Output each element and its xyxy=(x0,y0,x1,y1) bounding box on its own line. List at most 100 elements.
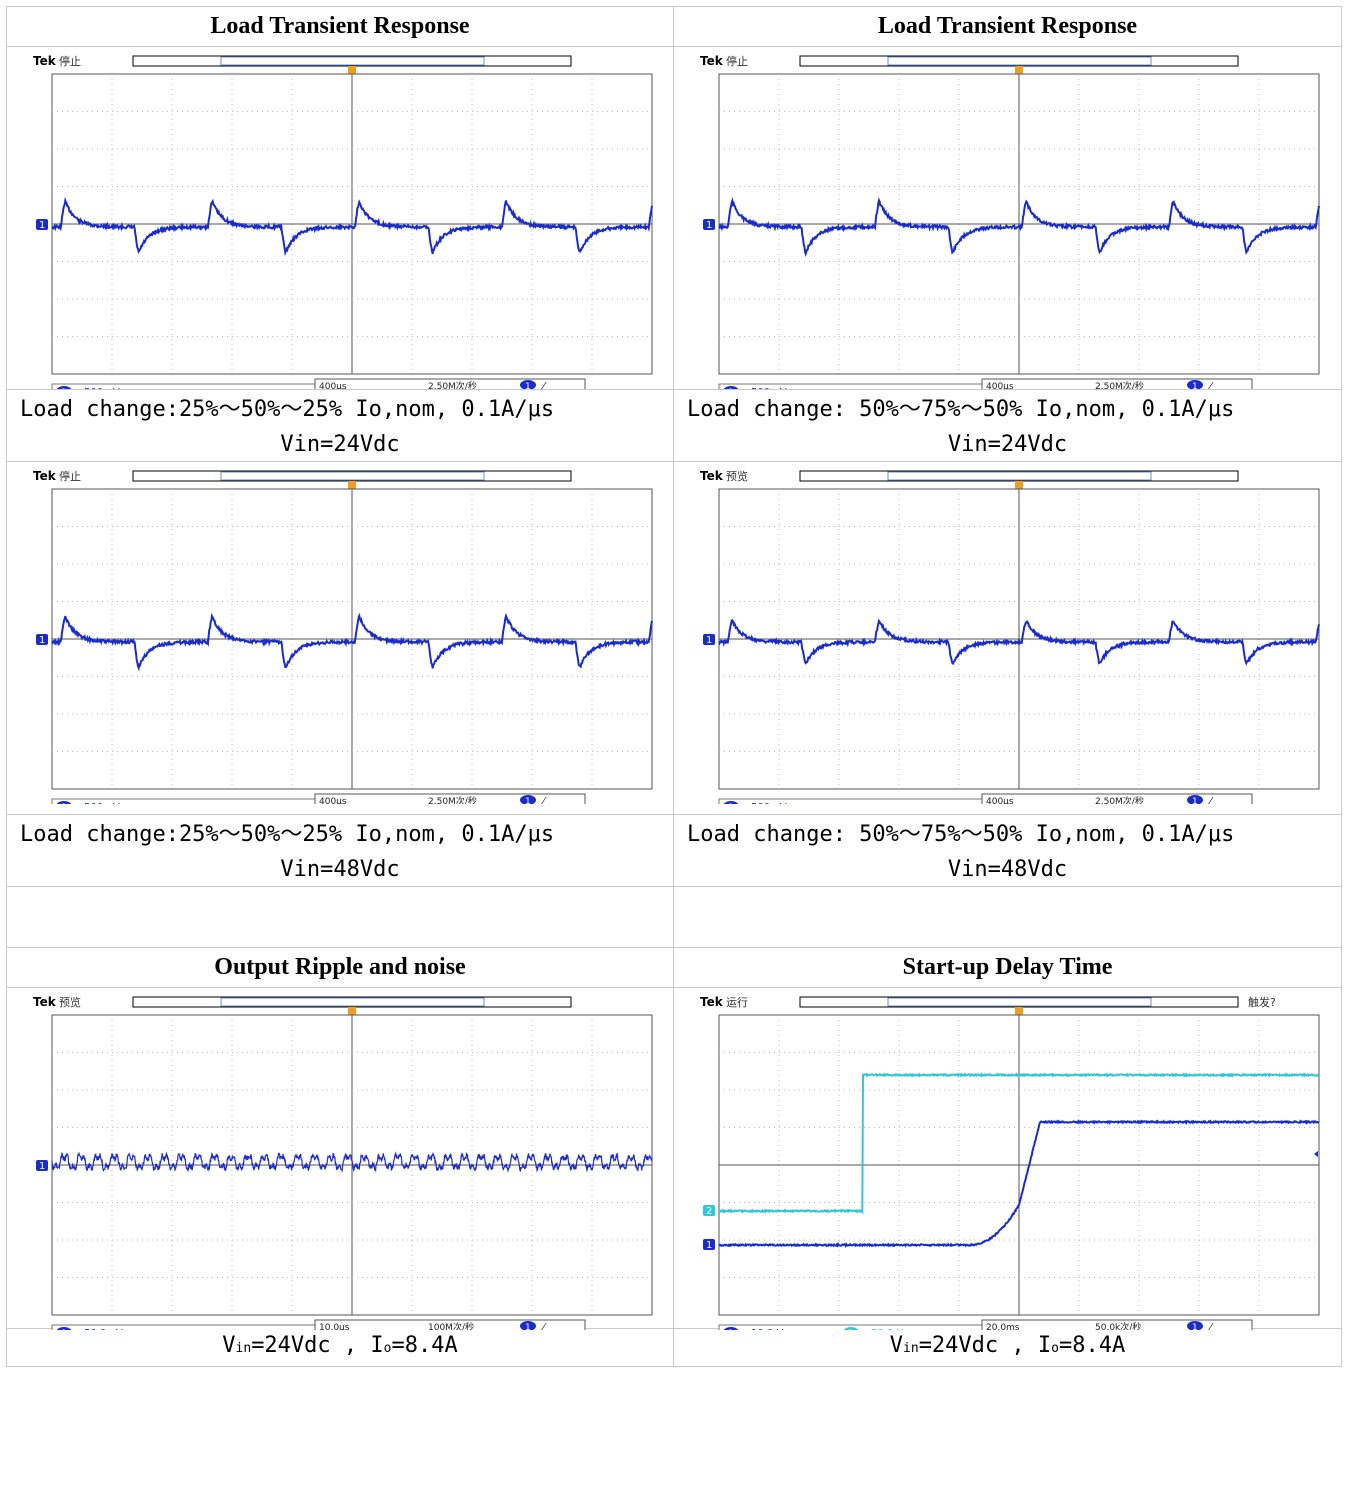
blank-row xyxy=(673,886,1342,948)
trigger-source-number: 1 xyxy=(1192,382,1198,389)
oscilloscope-display: Tek预览11500mV∿∿400μs+▾-4.000000μs2.50M次/秒… xyxy=(700,469,1320,804)
panel-header: Output Ripple and noise xyxy=(6,947,674,988)
trigger-source-number: 1 xyxy=(1192,1323,1198,1330)
oscilloscope-display: Tek停止11500mV∿∿400μs+▾0.000000 s2.50M次/秒1… xyxy=(33,54,653,389)
ch1-marker-label: 1 xyxy=(706,635,712,646)
load-change-caption: Load change:25%～50%～25% Io,nom, 0.1A/μs xyxy=(6,389,674,429)
scope-status-label: 停止 xyxy=(59,469,81,483)
bandwidth-icon: ∿ xyxy=(929,1329,937,1330)
record-window xyxy=(887,56,1152,66)
caption-text: =24Vdc , I xyxy=(918,1333,1052,1358)
scope-status-label: 运行 xyxy=(726,996,748,1009)
ch1-waveform xyxy=(51,196,653,257)
ch1-marker-label: 1 xyxy=(39,635,45,646)
load-change-caption: Load change: 50%～75%～50% Io,nom, 0.1A/μs xyxy=(673,389,1342,429)
scope-screenshot-5: Tek预览1150.0mV∿∿10.0μs+▾-100.0000ns100M次/… xyxy=(6,987,674,1330)
scope-status-label: 预览 xyxy=(59,995,81,1009)
ch2-scale-readout: 20.0 V xyxy=(871,1328,903,1330)
panel-header: Load Transient Response xyxy=(6,6,674,47)
ch1-ground-marker xyxy=(703,634,715,645)
trigger-slope-icon: ⁄ xyxy=(541,1322,547,1330)
vin-caption: Vin=24Vdc xyxy=(673,429,1342,462)
caption-text: =8.4A xyxy=(391,1333,458,1358)
vin-caption: Vin=48Vdc xyxy=(6,854,674,887)
ch1-waveform xyxy=(51,1151,653,1173)
timebase-readout-box xyxy=(981,1319,1253,1330)
trigger-source-number: 1 xyxy=(525,382,531,389)
caption-text: =8.4A xyxy=(1058,1333,1126,1358)
ch2-waveform xyxy=(718,1072,1320,1215)
trigger-slope-icon: ⁄ xyxy=(1208,796,1214,804)
ch1-badge xyxy=(56,386,72,389)
load-change-caption: Load change: 50%～75%～50% Io,nom, 0.1A/μs xyxy=(673,814,1342,854)
ch1-readout-box xyxy=(718,383,983,389)
scope-brand-label: Tek xyxy=(33,995,57,1009)
ch1-scale-readout: 500mV xyxy=(84,802,120,804)
timebase-readout-box xyxy=(981,793,1253,804)
oscilloscope-display: Tek预览1150.0mV∿∿10.0μs+▾-100.0000ns100M次/… xyxy=(33,995,653,1330)
trigger-source-badge xyxy=(520,1321,536,1330)
ch1-waveform xyxy=(718,618,1320,666)
record-window xyxy=(220,56,485,66)
scope-brand-label: Tek xyxy=(33,54,57,68)
ch1-readout-box xyxy=(718,798,983,804)
oscilloscope-display: Tek停止11500mV∿∿400μs+▾0.000000 s2.50M次/秒1… xyxy=(700,54,1320,389)
ch1-waveform xyxy=(51,612,653,672)
vin-symbol: V xyxy=(222,1333,236,1358)
sample-rate-readout: 2.50M次/秒 xyxy=(428,795,477,804)
bandwidth-icon: ∿∿ xyxy=(794,1329,809,1330)
ch1-ground-marker xyxy=(36,634,48,645)
scope-brand-label: Tek xyxy=(33,469,57,483)
sample-rate-readout: 100M次/秒 xyxy=(428,1321,474,1330)
ch1-ground-marker xyxy=(703,219,715,230)
ch1-badge xyxy=(56,1327,72,1330)
ch1-badge-number: 1 xyxy=(728,388,734,389)
scope-screenshot-3: Tek停止11500mV∿∿400μs+▾0.000000 s2.50M次/秒1… xyxy=(6,461,674,815)
timebase-readout-box xyxy=(314,793,586,804)
record-window xyxy=(887,997,1152,1007)
ch1-ground-marker xyxy=(36,1160,48,1171)
scope-screenshot-2: Tek停止11500mV∿∿400μs+▾0.000000 s2.50M次/秒1… xyxy=(673,46,1342,390)
trigger-source-badge xyxy=(1187,795,1203,804)
vin-subscript: in xyxy=(235,1341,252,1356)
trigger-source-number: 1 xyxy=(1192,797,1198,804)
scope-status-label: 停止 xyxy=(59,54,81,68)
ch2-badge xyxy=(843,1327,859,1330)
ch1-readout-box xyxy=(51,1324,316,1330)
ripple-caption: Vin=24Vdc , Io=8.4A xyxy=(6,1328,674,1367)
ch1-badge-number: 1 xyxy=(728,1329,734,1330)
startup-caption: Vin=24Vdc , Io=8.4A xyxy=(673,1328,1342,1367)
trigger-status-label: 触发? xyxy=(1248,995,1276,1009)
trigger-source-badge xyxy=(520,795,536,804)
trigger-slope-icon: ⁄ xyxy=(1208,1322,1214,1330)
bandwidth-icon: ∿∿ xyxy=(794,388,809,389)
blank-row xyxy=(6,886,674,948)
ch2-marker-label: 2 xyxy=(706,1206,712,1217)
sample-rate-readout: 2.50M次/秒 xyxy=(1095,380,1144,389)
oscilloscope-display: Tek停止11500mV∿∿400μs+▾0.000000 s2.50M次/秒1… xyxy=(33,469,653,804)
ch1-badge xyxy=(56,801,72,804)
panel-header: Load Transient Response xyxy=(673,6,1342,47)
bandwidth-icon: ∿∿ xyxy=(127,388,142,389)
ch1-marker-label: 1 xyxy=(39,1161,45,1172)
scope-status-label: 预览 xyxy=(726,469,748,483)
sample-rate-readout: 2.50M次/秒 xyxy=(428,380,477,389)
timebase-readout-box xyxy=(981,378,1253,389)
ch1-readout-box xyxy=(51,383,316,389)
ch1-badge xyxy=(723,801,739,804)
timebase-readout: 400μs xyxy=(319,382,347,389)
vin-caption: Vin=24Vdc xyxy=(6,429,674,462)
ch1-marker-label: 1 xyxy=(706,220,712,231)
ch1-badge-number: 1 xyxy=(728,803,734,804)
scope-status-label: 停止 xyxy=(726,54,748,68)
timebase-readout: 20.0ms xyxy=(986,1323,1020,1330)
bandwidth-icon: ∿∿ xyxy=(794,803,809,804)
ch1-badge-number: 1 xyxy=(61,388,67,389)
timebase-readout: 400μs xyxy=(986,382,1014,389)
io-subscript: o xyxy=(1051,1341,1059,1356)
record-window xyxy=(887,471,1152,481)
scope-screenshot-4: Tek预览11500mV∿∿400μs+▾-4.000000μs2.50M次/秒… xyxy=(673,461,1342,815)
scope-brand-label: Tek xyxy=(700,54,724,68)
